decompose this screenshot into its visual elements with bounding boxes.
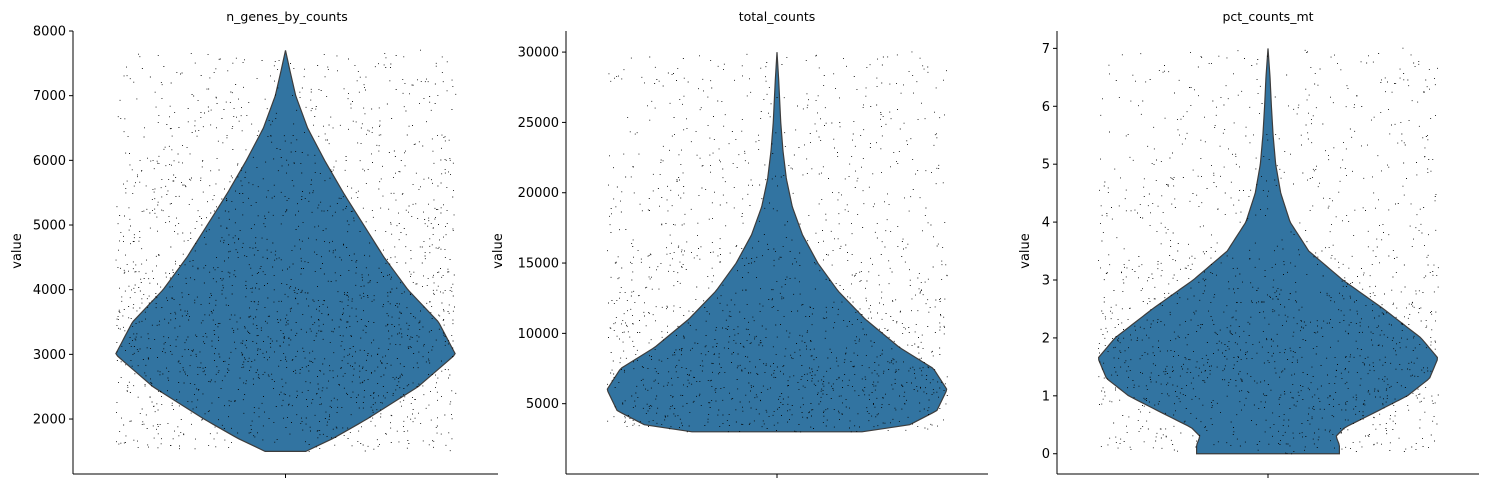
y-tick-label: 3000 (33, 348, 66, 363)
strip-points (1098, 47, 1439, 455)
y-axis-label: value (1018, 233, 1033, 269)
y-tick-label: 5 (1042, 158, 1050, 173)
violin-marks (606, 51, 948, 433)
panel-title: pct_counts_mt (1222, 9, 1313, 24)
y-tick-label: 3 (1042, 274, 1050, 289)
axes: 5000 10000 15000 20000 25000 30000 (518, 31, 988, 478)
violin-marks (115, 49, 457, 452)
y-tick-label: 0 (1042, 447, 1050, 462)
y-axis-label: value (491, 233, 506, 269)
y-tick-label: 10000 (518, 327, 559, 342)
violin-marks (1097, 47, 1439, 455)
y-tick-label: 5000 (33, 219, 66, 234)
y-tick-label: 30000 (518, 46, 559, 61)
strip-points (115, 49, 457, 452)
panel-title: n_genes_by_counts (226, 9, 348, 24)
strip-points (607, 51, 948, 433)
y-tick-label: 1 (1042, 389, 1050, 404)
y-tick-label: 6 (1042, 100, 1050, 115)
y-tick-label: 8000 (33, 25, 66, 40)
y-tick-label: 20000 (518, 186, 559, 201)
y-tick-label: 7 (1042, 42, 1050, 57)
violin-body (606, 52, 948, 433)
y-tick-label: 6000 (33, 154, 66, 169)
y-tick-label: 4 (1042, 216, 1050, 231)
panel-n-genes-by-counts: n_genes_by_counts value 2000 3000 4000 5000… (10, 9, 498, 478)
panel-title: total_counts (739, 9, 816, 24)
y-tick-label: 5000 (526, 397, 559, 412)
panel-pct-counts-mt: pct_counts_mt value 0 1 2 3 4 5 6 7 (1018, 9, 1479, 478)
y-tick-label: 7000 (33, 89, 66, 104)
y-tick-label: 2 (1042, 331, 1050, 346)
y-tick-label: 25000 (518, 116, 559, 131)
panel-total-counts: total_counts value 5000 10000 15000 20000 25… (491, 9, 988, 478)
y-tick-label: 15000 (518, 257, 559, 272)
violin-body (115, 50, 456, 452)
y-axis-label: value (10, 233, 25, 269)
axes: 2000 3000 4000 5000 6000 7000 8000 (33, 25, 498, 478)
axes: 0 1 2 3 4 5 6 7 (1042, 31, 1479, 478)
y-tick-label: 4000 (33, 283, 66, 298)
violin-body (1097, 48, 1439, 455)
y-tick-label: 2000 (33, 413, 66, 428)
